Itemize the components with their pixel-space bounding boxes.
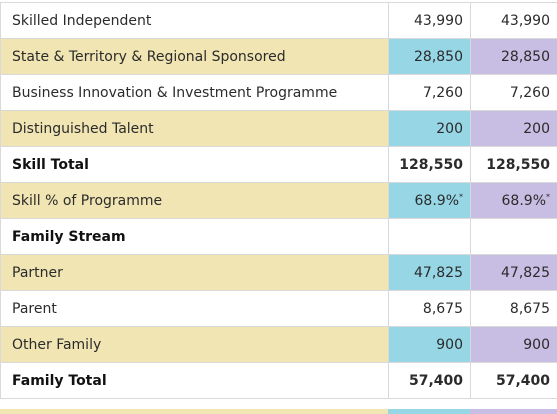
value-col-a: 43,990: [388, 2, 471, 39]
value-col-a: 7,260: [388, 74, 471, 111]
migration-programme-table: Skilled Independent 43,990 43,990 State …: [0, 2, 557, 399]
row-label: Parent: [0, 290, 389, 327]
next-row-col-b-cell: [470, 409, 557, 414]
table-row-partner: Partner 47,825 47,825: [0, 254, 557, 291]
percent-value: 68.9%: [414, 192, 459, 209]
next-row-partial: [0, 409, 557, 414]
value-col-a: 57,400: [388, 362, 471, 399]
row-label: Skill % of Programme: [0, 182, 389, 219]
value-col-b: 68.9%*: [470, 182, 557, 219]
value-col-b: 200: [470, 110, 557, 147]
table-row-family-stream-header: Family Stream: [0, 218, 557, 255]
footnote-marker: *: [459, 191, 463, 201]
table-row-parent: Parent 8,675 8,675: [0, 290, 557, 327]
row-label: Skilled Independent: [0, 2, 389, 39]
value-col-a: 68.9%*: [388, 182, 471, 219]
table-row-skill-total: Skill Total 128,550 128,550: [0, 146, 557, 183]
value-col-a: 47,825: [388, 254, 471, 291]
next-row-col-a-cell: [388, 409, 470, 414]
next-row-label-cell: [0, 409, 388, 414]
value-col-b: 47,825: [470, 254, 557, 291]
value-col-a: [388, 218, 471, 255]
value-col-b: 43,990: [470, 2, 557, 39]
row-label: Distinguished Talent: [0, 110, 389, 147]
footnote-marker: *: [546, 191, 550, 201]
table-body: Skilled Independent 43,990 43,990 State …: [0, 2, 557, 399]
value-col-a: 28,850: [388, 38, 471, 75]
value-col-b: 28,850: [470, 38, 557, 75]
value-col-b: 57,400: [470, 362, 557, 399]
value-col-b: [470, 218, 557, 255]
row-label: State & Territory & Regional Sponsored: [0, 38, 389, 75]
table-row-other-family: Other Family 900 900: [0, 326, 557, 363]
percent-value: 68.9%: [501, 192, 546, 209]
row-label: Skill Total: [0, 146, 389, 183]
value-col-a: 900: [388, 326, 471, 363]
row-label: Business Innovation & Investment Program…: [0, 74, 389, 111]
table-row-distinguished-talent: Distinguished Talent 200 200: [0, 110, 557, 147]
table-row-state-territory: State & Territory & Regional Sponsored 2…: [0, 38, 557, 75]
value-col-b: 900: [470, 326, 557, 363]
value-col-a: 200: [388, 110, 471, 147]
table-row-family-total: Family Total 57,400 57,400: [0, 362, 557, 399]
value-col-b: 7,260: [470, 74, 557, 111]
table-row-skilled-independent: Skilled Independent 43,990 43,990: [0, 2, 557, 39]
value-col-b: 128,550: [470, 146, 557, 183]
row-label: Family Total: [0, 362, 389, 399]
section-heading: Family Stream: [0, 218, 389, 255]
table-row-skill-percent: Skill % of Programme 68.9%* 68.9%*: [0, 182, 557, 219]
table-row-business-innovation: Business Innovation & Investment Program…: [0, 74, 557, 111]
row-label: Other Family: [0, 326, 389, 363]
value-col-a: 128,550: [388, 146, 471, 183]
value-col-b: 8,675: [470, 290, 557, 327]
value-col-a: 8,675: [388, 290, 471, 327]
row-label: Partner: [0, 254, 389, 291]
